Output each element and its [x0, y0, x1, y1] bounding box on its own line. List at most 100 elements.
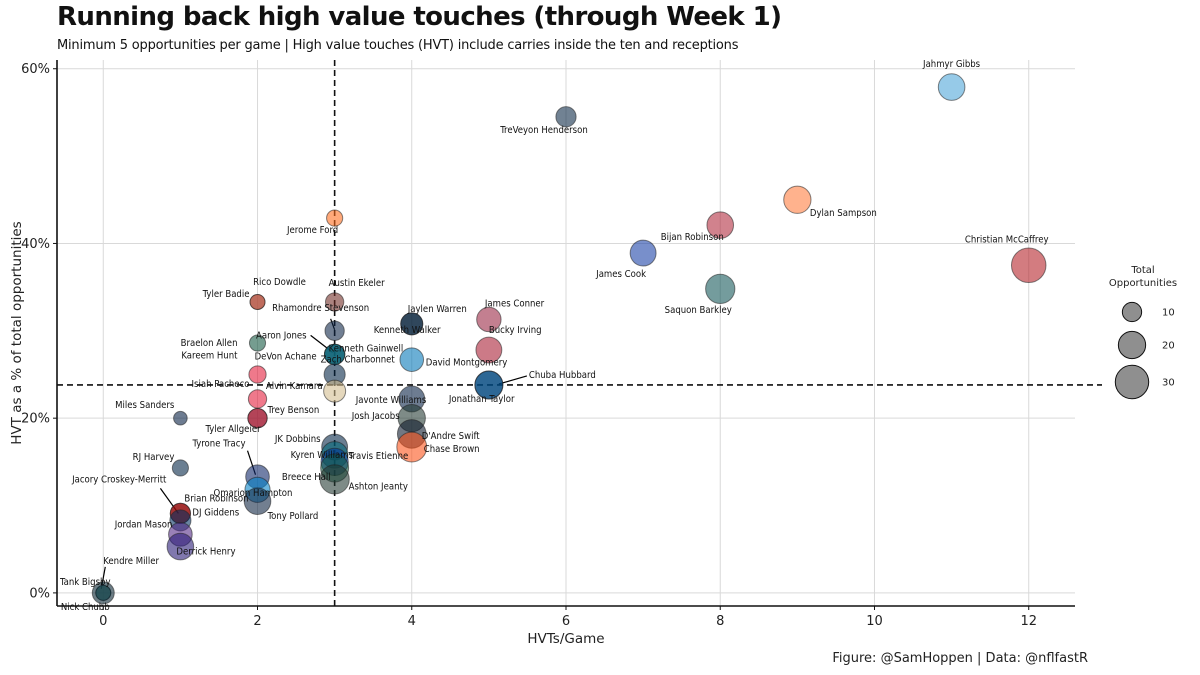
point-label: TreVeyon Henderson	[499, 125, 588, 136]
legend-title: Opportunities	[1109, 278, 1177, 289]
x-tick-label: 10	[866, 614, 883, 629]
point-label: Chase Brown	[424, 444, 480, 455]
chart-subtitle: Minimum 5 opportunities per game | High …	[57, 38, 739, 53]
data-point	[91, 581, 115, 605]
point-label: Kyren Williams	[291, 450, 354, 461]
point-label: Kareem Hunt	[181, 350, 238, 361]
point-label: RJ Harvey	[133, 452, 175, 463]
gridlines	[57, 60, 1075, 606]
legend-label: 30	[1162, 378, 1175, 389]
point-label: Tony Pollard	[267, 511, 319, 522]
data-point	[1010, 247, 1047, 284]
leader-line	[498, 375, 528, 385]
x-tick-label: 6	[562, 614, 570, 629]
point-label: Jerome Ford	[286, 225, 338, 236]
legend-key	[1117, 330, 1147, 360]
x-tick: 0	[99, 606, 107, 629]
point-label: Isiah Pacheco	[192, 379, 250, 390]
point-label: Braelon Allen	[181, 338, 238, 349]
point-label: Derrick Henry	[176, 547, 235, 558]
y-tick-label: 60%	[21, 62, 50, 77]
point-label: Jahmyr Gibbs	[922, 59, 981, 70]
data-point	[173, 410, 188, 426]
point-label: Brian Robinson	[184, 493, 248, 504]
point-label: Alvin Kamara	[266, 381, 323, 392]
y-tick-label: 40%	[21, 237, 50, 252]
data-point	[247, 389, 268, 409]
data-point	[324, 320, 345, 341]
data-point	[706, 211, 735, 239]
point-label: Jaylen Warren	[407, 304, 467, 315]
data-point	[243, 487, 272, 515]
x-tick-label: 0	[99, 614, 107, 629]
axes: 0 2 4 6 8 10 12 0% 20% 40% 60%	[21, 60, 1075, 629]
point-label: Chuba Hubbard	[529, 370, 596, 381]
legend-label: 20	[1162, 341, 1175, 352]
point-label: Jordan Mason	[114, 519, 173, 530]
point-label: Javonte Williams	[355, 395, 427, 406]
y-tick: 40%	[21, 237, 57, 252]
point-label: Dylan Sampson	[810, 208, 877, 219]
data-point	[475, 336, 503, 364]
x-tick-label: 8	[716, 614, 724, 629]
y-tick: 20%	[21, 412, 57, 427]
data-point	[319, 464, 350, 495]
data-point	[399, 347, 425, 372]
reference-lines	[57, 60, 1102, 606]
data-point	[396, 431, 428, 463]
point-label: Travis Etienne	[348, 451, 409, 462]
x-tick-label: 12	[1020, 614, 1037, 629]
point-label: Zach Charbonnet	[321, 354, 396, 365]
label-leader-lines	[100, 318, 528, 590]
point-label: David Montgomery	[426, 358, 508, 369]
size-legend: Total Opportunities 10 20 30	[1109, 265, 1177, 400]
data-point	[476, 306, 502, 333]
data-point	[249, 294, 266, 310]
point-label: Miles Sanders	[115, 400, 175, 411]
y-tick-label: 0%	[29, 586, 50, 601]
data-point	[705, 273, 736, 305]
x-tick: 8	[716, 606, 724, 629]
legend-key	[1121, 301, 1143, 323]
point-label: Nick Chubb	[61, 602, 110, 613]
point-label: Omarion Hampton	[214, 488, 293, 499]
data-point	[248, 334, 267, 352]
y-axis-label: HVT as a % of total opportunities	[9, 221, 25, 444]
point-label: Kenneth Walker	[374, 325, 441, 336]
point-label: Saquon Barkley	[665, 305, 732, 316]
point-label: Tank Bigsby	[59, 577, 111, 588]
point-label: DeVon Achane	[255, 351, 317, 362]
point-label: JK Dobbins	[274, 434, 321, 445]
x-tick-label: 2	[253, 614, 261, 629]
legend-key	[1114, 364, 1150, 400]
x-tick: 12	[1020, 606, 1037, 629]
point-label: Ashton Jeanty	[349, 481, 408, 492]
point-label: James Conner	[484, 298, 545, 309]
y-tick: 0%	[29, 586, 57, 601]
point-label: Tyler Allgeier	[205, 424, 262, 435]
point-label: Bijan Robinson	[661, 232, 724, 243]
data-point	[629, 239, 657, 267]
data-point	[166, 532, 195, 561]
data-points	[91, 73, 1047, 605]
point-label: DJ Giddens	[192, 507, 239, 518]
data-point	[555, 106, 577, 128]
data-point	[474, 370, 504, 400]
data-point	[937, 73, 966, 101]
y-tick-label: 20%	[21, 412, 50, 427]
point-label: Breece Hall	[282, 472, 331, 483]
point-label: Christian McCaffrey	[965, 234, 1049, 245]
point-label: D'Andre Swift	[422, 431, 481, 442]
legend-label: 10	[1162, 308, 1175, 319]
data-point	[783, 185, 812, 214]
x-axis-label: HVTs/Game	[527, 631, 604, 647]
x-tick: 10	[866, 606, 883, 629]
point-label: Tyler Badie	[202, 289, 250, 300]
x-tick: 2	[253, 606, 262, 629]
legend-title: Total	[1130, 265, 1154, 276]
data-point	[326, 209, 344, 227]
data-point	[324, 292, 345, 312]
data-point	[323, 379, 347, 403]
point-label: Austin Ekeler	[329, 278, 385, 289]
point-label: Josh Jacobs	[351, 411, 400, 422]
